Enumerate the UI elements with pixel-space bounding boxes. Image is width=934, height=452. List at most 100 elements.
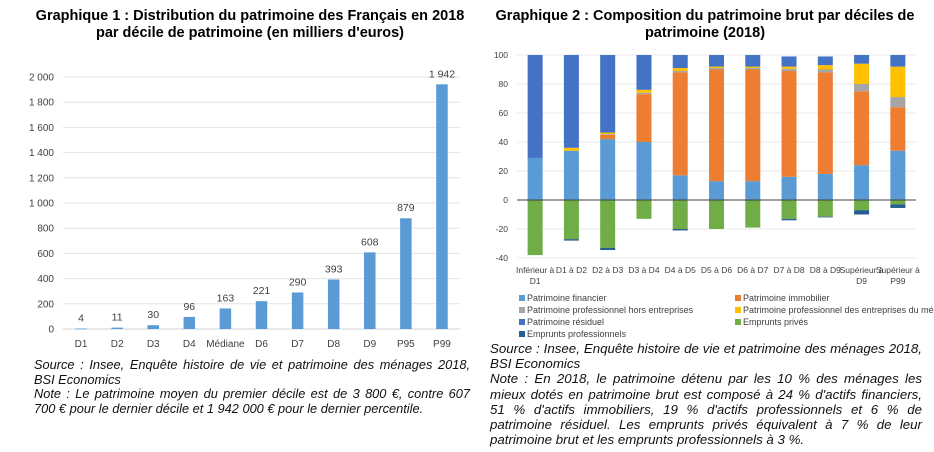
bar-segment [672,72,688,176]
x-tick-label: P99 [433,339,451,350]
data-label: 879 [397,202,415,214]
bar-segment [636,200,652,219]
bar-segment [890,55,906,67]
bar-segment [781,66,797,69]
bar-segment [672,55,688,69]
x-tick-label: D1 à D2 [556,265,587,275]
data-label: 163 [217,292,235,304]
chart1-notes: Source : Insee, Enquête histoire de vie … [34,357,470,416]
x-tick-label: D4 à D5 [665,265,696,275]
bar-segment [854,210,870,215]
x-tick-label: D5 à D6 [701,265,732,275]
bar [147,325,159,329]
bar-segment [817,72,833,174]
bar-segment [854,55,870,64]
legend-label: Emprunts privés [743,317,809,327]
bar-segment [781,70,797,177]
y-tick-label: 100 [494,50,508,60]
bar-segment [672,229,688,231]
y-tick-label: 1 600 [29,123,54,134]
x-tick-label: D3 à D4 [628,265,659,275]
bar-segment [600,200,616,248]
bar-segment [563,200,579,240]
bar-segment [709,181,724,200]
x-tick-label: Supérieur à [876,265,920,275]
data-label: 1 942 [429,68,455,80]
x-tick-label: D7 à D8 [773,265,804,275]
legend-swatch [735,295,741,301]
x-tick-label: D6 [255,339,268,350]
bar [75,328,87,330]
y-tick-label: 1 800 [29,98,54,109]
chart1-title: Graphique 1 : Distribution du patrimoine… [35,8,465,41]
y-tick-label: 1 000 [29,199,54,210]
bar-segment [563,150,579,200]
bar-segment [745,69,761,182]
y-tick-label: 800 [37,224,54,235]
bar [327,279,340,329]
legend-label: Patrimoine professionnel des entreprises… [743,305,934,315]
bar-segment [817,69,833,73]
bar-segment [745,66,761,69]
legend-item: Patrimoine professionnel hors entreprise… [519,305,693,315]
bar-segment [636,92,652,95]
bar-segment [636,55,652,90]
x-tick-label: D8 à D9 [810,265,841,275]
chart1-source: Source : Insee, Enquête histoire de vie … [34,357,470,387]
data-label: 290 [289,276,307,288]
bar-segment [672,175,688,200]
bar [219,308,232,329]
y-tick-label: 60 [499,108,509,118]
data-label: 393 [325,263,343,275]
legend-label: Patrimoine professionnel hors entreprise… [527,305,694,315]
y-tick-label: 400 [37,274,54,285]
y-tick-label: -20 [496,224,509,234]
bar-segment [781,200,797,219]
x-tick-label: D3 [147,339,160,350]
bar-segment [527,157,543,200]
bar-segment [890,66,906,98]
bar-segment [817,216,833,218]
data-label: 221 [253,285,271,297]
bar-segment [817,65,833,70]
bar-segment [709,69,724,182]
bar-segment [636,89,652,93]
bar [400,218,412,329]
legend-label: Emprunts professionnels [527,329,627,339]
bar [364,252,376,329]
bar-segment [600,139,616,200]
legend-swatch [519,307,525,313]
bar-segment [890,200,906,205]
bar-segment [636,142,652,200]
bar [436,84,448,329]
chart2-note: Note : En 2018, le patrimoine détenu par… [490,371,922,448]
bar-segment [745,200,761,228]
bar-segment [745,68,761,70]
bar-segment [890,107,906,151]
bar-segment [817,173,833,200]
data-label: 30 [147,309,159,321]
bar-segment [527,200,543,256]
y-tick-label: 2 000 [29,73,54,84]
legend-item: Patrimoine résiduel [519,317,604,327]
data-label: 11 [112,312,123,324]
legend-swatch [519,331,525,337]
bar-segment [600,55,616,133]
bar-segment [890,97,906,108]
bar-segment [600,247,616,251]
chart2-title: Graphique 2 : Composition du patrimoine … [495,8,915,41]
bar-segment [600,134,616,135]
y-tick-label: 1 400 [29,148,54,159]
bar [291,292,304,329]
bar-segment [817,56,833,66]
x-tick-label: D9 [856,276,867,286]
bar-segment [600,134,616,140]
bar-segment [672,200,688,229]
chart1-note: Note : Le patrimoine moyen du premier dé… [34,386,470,416]
chart2-notes: Source : Insee, Enquête histoire de vie … [490,341,922,447]
bar [183,316,196,329]
x-tick-label: D4 [183,339,196,350]
bar-segment [854,84,870,92]
y-tick-label: 40 [499,137,509,147]
